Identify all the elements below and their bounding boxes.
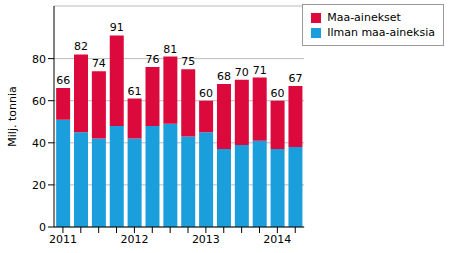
svg-text:2014: 2014 — [263, 233, 291, 246]
svg-text:2013: 2013 — [192, 233, 220, 246]
svg-text:76: 76 — [145, 53, 159, 66]
svg-text:91: 91 — [110, 21, 124, 34]
svg-text:67: 67 — [288, 72, 302, 85]
html-text:Maa-ainekset: Maa-ainekset — [327, 11, 401, 24]
svg-text:68: 68 — [217, 70, 231, 83]
svg-text:71: 71 — [253, 64, 267, 77]
svg-text:Milj. tonnia: Milj. tonnia — [8, 86, 19, 146]
svg-text:60: 60 — [32, 95, 46, 108]
svg-text:60: 60 — [199, 87, 213, 100]
svg-text:70: 70 — [235, 66, 249, 79]
svg-text:61: 61 — [128, 85, 142, 98]
svg-text:82: 82 — [74, 40, 88, 53]
svg-text:66: 66 — [56, 74, 70, 87]
svg-text:60: 60 — [271, 87, 285, 100]
svg-text:80: 80 — [32, 53, 46, 66]
svg-text:0: 0 — [39, 221, 46, 234]
svg-text:40: 40 — [32, 137, 46, 150]
svg-text:74: 74 — [92, 57, 106, 70]
svg-text:2012: 2012 — [120, 233, 148, 246]
svg-text:2011: 2011 — [49, 233, 77, 246]
svg-text:75: 75 — [181, 55, 195, 68]
svg-text:81: 81 — [163, 43, 177, 56]
svg-text:20: 20 — [32, 179, 46, 192]
html-text:Ilman maa-aineksia: Ilman maa-aineksia — [327, 26, 435, 39]
